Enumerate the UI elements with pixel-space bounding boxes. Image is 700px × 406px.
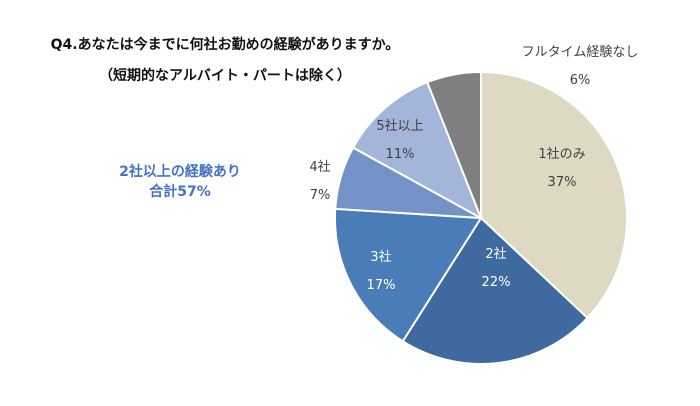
slice-value-label: 11% bbox=[386, 147, 415, 162]
chart-title: Q4.あなたは今までに何社お勤めの経験がありますか。 bbox=[50, 37, 400, 53]
pie-slice bbox=[401, 216, 589, 365]
slice-label: 1社のみ bbox=[538, 146, 585, 162]
pie-slice bbox=[480, 70, 628, 320]
annotation-line-1: 2社以上の経験あり bbox=[119, 164, 241, 180]
slice-value-label: 7% bbox=[310, 188, 331, 203]
chart-subtitle: （短期的なアルバイト・パートは除く） bbox=[99, 68, 351, 84]
pie-slice bbox=[425, 70, 482, 219]
slice-value-label: 37% bbox=[548, 175, 577, 190]
pie-slice bbox=[351, 80, 483, 221]
slice-label: 3社 bbox=[370, 249, 391, 265]
pie-slice bbox=[334, 207, 483, 343]
slice-value-label: 6% bbox=[570, 73, 591, 88]
slice-value-label: 17% bbox=[367, 278, 396, 293]
slice-label: 2社 bbox=[485, 246, 506, 262]
slice-label: 5社以上 bbox=[376, 118, 423, 134]
slice-label: フルタイム経験なし bbox=[522, 45, 639, 60]
annotation-line-2: 合計57% bbox=[149, 184, 211, 200]
slice-value-label: 22% bbox=[482, 275, 511, 290]
slice-label: 4社 bbox=[309, 159, 330, 175]
